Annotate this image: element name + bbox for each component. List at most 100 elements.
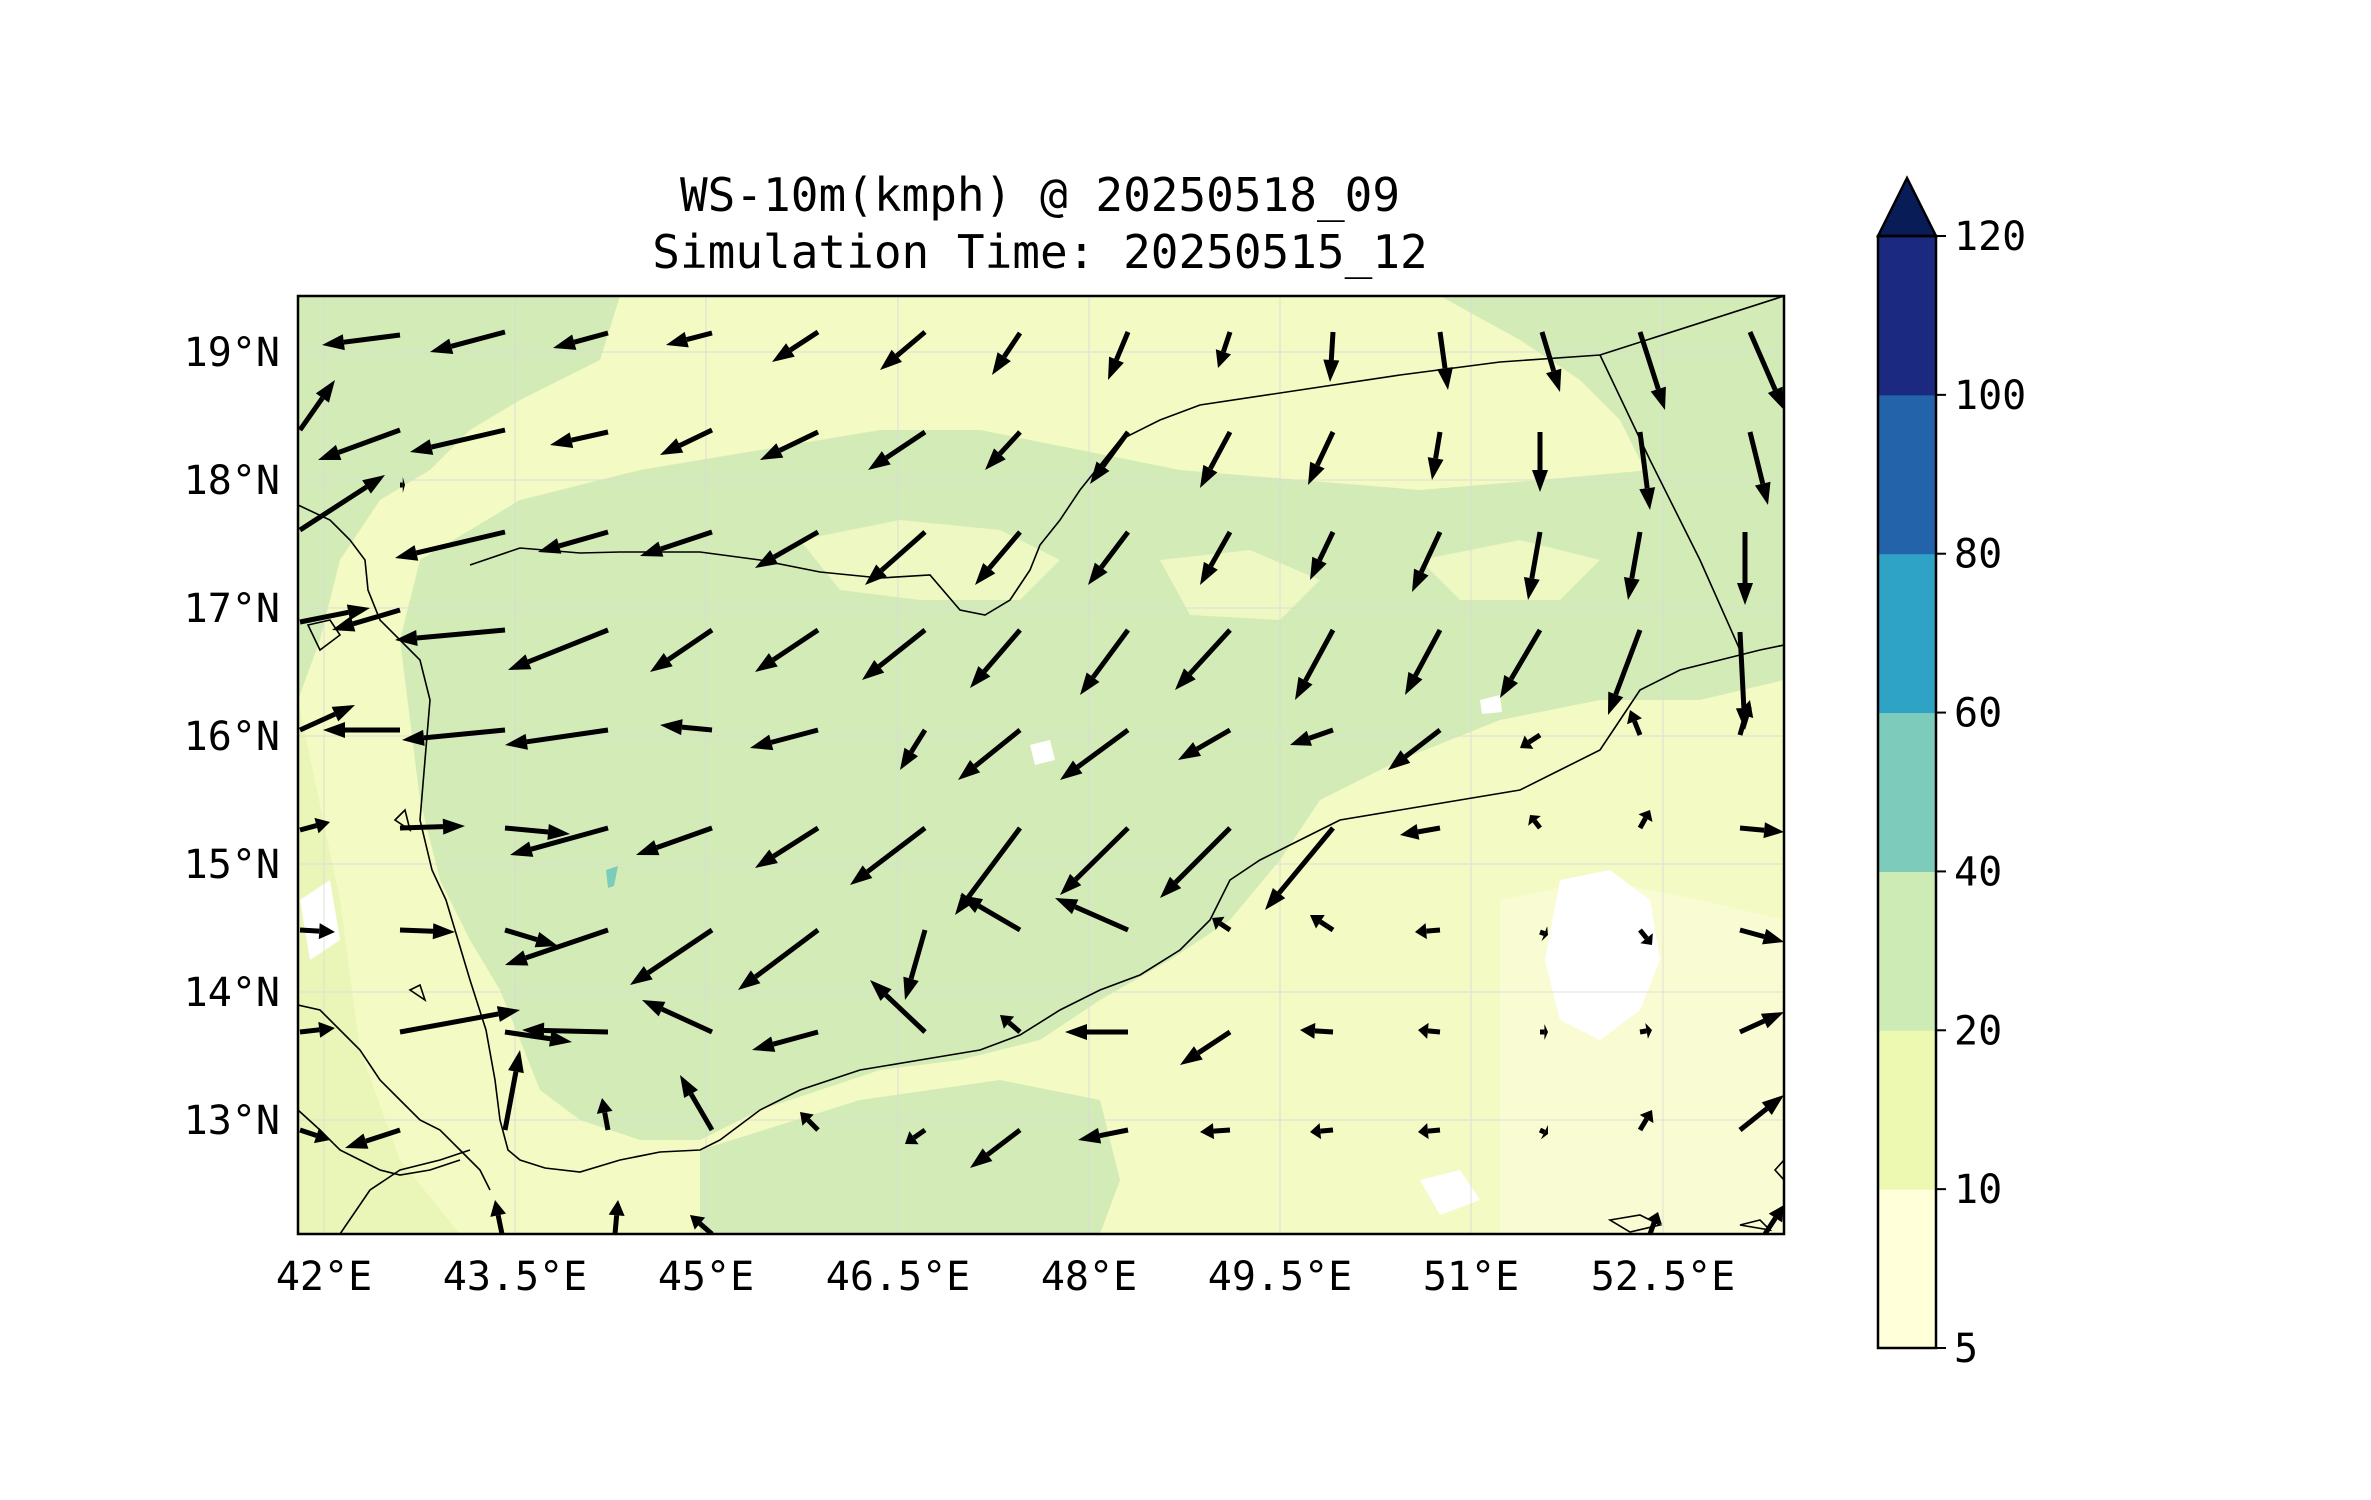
wind-vector-head <box>1212 916 1225 931</box>
wind-vector-head <box>985 448 1006 470</box>
wind-vector-head <box>395 630 418 646</box>
map-frame <box>296 294 1786 1236</box>
wind-vector-head <box>992 352 1011 375</box>
wind-vector-head <box>395 545 419 561</box>
wind-vector-shaft <box>666 627 714 662</box>
wind-vector-head <box>1295 676 1313 700</box>
wind-vector-head <box>1520 735 1534 749</box>
wind-vector-head <box>1754 481 1771 505</box>
wind-vector-shaft <box>754 927 820 979</box>
colorbar-segment <box>1878 712 1936 872</box>
y-tick-label: 16°N <box>184 714 280 760</box>
wind-vector-head <box>1639 487 1656 510</box>
wind-vector-shaft <box>1188 628 1232 676</box>
wind-vector-shaft <box>430 427 506 450</box>
wind-vector-shaft <box>912 1127 927 1140</box>
wind-vector-shaft <box>1303 628 1336 682</box>
wind-vector-head <box>553 334 577 350</box>
wind-vector-head <box>1544 1024 1548 1040</box>
wind-vector-shaft <box>1074 904 1130 933</box>
wind-vector-head <box>318 923 335 940</box>
colorbar-tick-label: 10 <box>1954 1167 2002 1213</box>
wind-vector-head <box>362 475 385 494</box>
wind-vector-shaft <box>602 1111 611 1131</box>
wind-vector-shaft <box>399 824 444 831</box>
wind-vector-head <box>738 970 761 990</box>
wind-vector-shaft <box>678 427 714 448</box>
wind-vector-shaft <box>1539 929 1546 936</box>
wind-vector-head <box>1761 1095 1784 1115</box>
wind-vector-head <box>660 719 683 736</box>
wind-vector-shaft <box>966 826 1023 899</box>
wind-vector-shaft <box>806 1118 820 1132</box>
wind-vector-head <box>752 1036 776 1052</box>
wind-vector-shaft <box>504 927 538 943</box>
wind-vector-head <box>870 980 892 1001</box>
wind-vector-head <box>666 331 689 348</box>
colorbar-segment <box>1878 394 1936 555</box>
wind-vector-head <box>1763 822 1784 839</box>
wind-vector-shaft <box>1637 431 1650 489</box>
wind-vector-head <box>1541 926 1548 942</box>
wind-vector-head <box>1540 1125 1548 1140</box>
wind-vector-head <box>432 923 455 940</box>
wind-vector-shaft <box>998 430 1022 456</box>
x-tick-label: 46.5°E <box>826 1254 971 1300</box>
wind-vector-head <box>510 841 534 857</box>
wind-vector-head <box>538 538 562 554</box>
wind-vector-shaft <box>299 1127 318 1138</box>
wind-vector-head <box>1768 1205 1784 1223</box>
wind-vector-head <box>800 1112 814 1126</box>
wind-vector-shaft <box>530 825 609 852</box>
wind-vector-head <box>1310 915 1325 929</box>
wind-vector-shaft <box>895 330 927 358</box>
colorbar-tick-label: 60 <box>1954 691 2002 737</box>
wind-vector-head <box>660 438 684 455</box>
y-axis: 19°N 18°N 17°N 16°N 15°N 14°N 13°N <box>184 330 280 1144</box>
map-panel <box>298 296 1784 1234</box>
wind-vector-shaft <box>986 1128 1022 1157</box>
wind-vector-shaft <box>1099 530 1130 569</box>
wind-vector-shaft <box>1637 816 1648 830</box>
wind-vector-shaft <box>977 903 1022 933</box>
colorbar-tick-label: 5 <box>1954 1326 1978 1372</box>
wind-vector-shaft <box>558 529 609 549</box>
wind-vector-head <box>1200 464 1218 488</box>
colorbar-segment <box>1878 1189 1936 1349</box>
wind-vector-head <box>402 729 425 746</box>
wind-vector-head <box>880 349 902 370</box>
wind-vector-shaft <box>1208 530 1233 568</box>
wind-vector-head <box>636 840 660 856</box>
wind-vector-head <box>900 747 919 770</box>
wind-vector-head <box>534 931 558 948</box>
colorbar: 5 10 20 40 60 80 100 120 <box>1875 175 2026 1372</box>
x-tick-label: 48°E <box>1041 1254 1137 1300</box>
y-tick-label: 13°N <box>184 1098 280 1144</box>
wind-vector-shaft <box>1637 331 1661 390</box>
wind-vector-head <box>430 338 454 355</box>
wind-vector-shaft <box>298 484 368 533</box>
wind-vectors <box>298 329 1784 1234</box>
wind-vector-head <box>1175 668 1196 690</box>
wind-vector-shaft <box>1317 530 1336 562</box>
wind-vector-head <box>1427 457 1444 480</box>
wind-vector-head <box>1528 815 1541 826</box>
wind-vector-head <box>1623 576 1640 600</box>
wind-vector-head <box>332 616 356 632</box>
wind-vector-head <box>490 1200 506 1217</box>
wind-vector-shaft <box>660 529 713 552</box>
wind-vector-shaft <box>655 825 713 850</box>
wind-vector-head <box>1080 672 1100 695</box>
wind-vector-shaft <box>1637 1117 1649 1132</box>
wind-vector-shaft <box>1173 826 1232 885</box>
wind-vector-head <box>955 892 975 915</box>
wind-vector-head <box>1546 368 1562 392</box>
wind-vector-shaft <box>299 927 320 934</box>
wind-vector-head <box>549 1030 572 1047</box>
wind-vector-shaft <box>884 429 927 460</box>
wind-vector-head <box>755 653 778 672</box>
wind-vector-shaft <box>1527 732 1542 745</box>
wind-vector-shaft <box>298 396 325 432</box>
wind-vector-shaft <box>866 826 927 874</box>
wind-vector-head <box>346 604 370 621</box>
